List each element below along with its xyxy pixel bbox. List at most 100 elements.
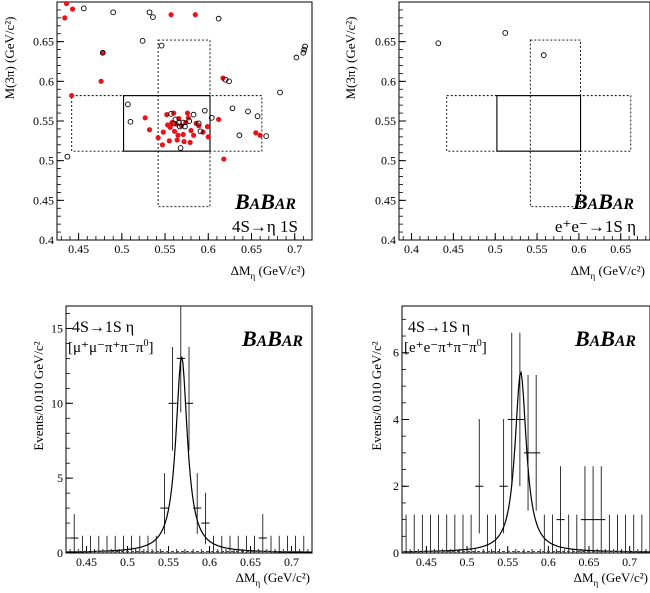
x-tick-label: 0.6	[202, 555, 217, 569]
plot-frame	[401, 305, 650, 554]
x-tick-label: 0.7	[287, 242, 302, 256]
y-tick-label: 5	[57, 471, 63, 485]
logo-part: A	[256, 333, 268, 350]
data-point-open	[146, 9, 153, 16]
x-axis-label-main: ΔM	[571, 263, 591, 278]
data-point-filled	[142, 115, 148, 121]
data-point-open	[293, 54, 300, 61]
data-point-open	[176, 119, 182, 126]
babar-logo: BABAR	[234, 189, 296, 214]
data-point-open	[168, 111, 174, 117]
y-tick-label: 0.5	[39, 154, 54, 168]
data-point-filled	[192, 12, 198, 18]
x-tick-label: 0.55	[158, 555, 179, 569]
data-point-open	[302, 43, 308, 50]
y-tick-label: 6	[393, 346, 399, 360]
data-point-open	[182, 123, 188, 130]
x-tick-label: 0.45	[443, 242, 464, 256]
data-point-filled	[187, 139, 193, 146]
x-axis-label-unit: (GeV/c²)	[255, 263, 305, 278]
y-tick-label: 2	[393, 479, 399, 493]
x-tick-label: 0.65	[241, 242, 262, 256]
data-point-filled	[204, 123, 211, 130]
data-point-filled	[63, 0, 70, 7]
data-point-open	[150, 14, 156, 20]
y-tick-label: 0.45	[33, 193, 54, 207]
x-tick-label: 0.4	[404, 242, 419, 256]
x-tick-label: 0.55	[497, 555, 518, 569]
data-point-filled	[146, 127, 153, 133]
x-axis-label-unit: (GeV/c²)	[595, 263, 645, 278]
data-point-filled	[166, 138, 172, 144]
logo-part: AR	[612, 196, 634, 213]
y-axis-label-unit: (GeV/c²)	[2, 16, 17, 62]
data-point-open	[502, 30, 509, 36]
data-point-open	[222, 76, 229, 83]
data-point-open	[64, 153, 71, 160]
process-label: 4S→1S η	[408, 319, 470, 336]
babar-logo: BABAR	[572, 189, 634, 214]
data-point-filled	[168, 12, 174, 18]
data-point-open	[236, 132, 243, 139]
x-tick-label: 0.7	[622, 555, 637, 569]
x-tick-label: 0.5	[120, 555, 135, 569]
decay-label-main: [μ⁺μ⁻π⁺π⁻π	[68, 340, 144, 356]
data-point-filled	[155, 135, 161, 141]
data-point-filled	[188, 127, 194, 134]
data-point-open	[254, 113, 261, 120]
y-tick-label: 10	[51, 396, 63, 410]
x-axis-label-sub: η	[591, 271, 596, 281]
data-point-open	[540, 52, 547, 59]
data-point-open	[229, 105, 236, 112]
data-point-open	[80, 5, 87, 12]
logo-part: A	[589, 333, 601, 350]
data-point-open	[263, 133, 270, 139]
x-axis-label-unit: (GeV/c²)	[598, 570, 648, 585]
y-tick-label: 0.55	[33, 114, 54, 128]
histogram-panel-mumu: 0.45 0.5 0.55 0.6 0.65 0.7 0 5 10 15 Events/0.010 …	[31, 305, 313, 588]
data-point-open	[127, 118, 134, 125]
data-point-open	[277, 89, 283, 96]
y-tick-label: 0.4	[381, 233, 396, 247]
data-point-filled	[184, 110, 191, 116]
x-tick-label: 0.45	[76, 555, 97, 569]
fit-curve	[401, 370, 650, 553]
decay-label: [e⁺e⁻π⁺π⁻π0]	[404, 338, 487, 356]
x-axis-label: ΔMη (GeV/c²)	[231, 263, 305, 281]
data-point-filled	[69, 6, 76, 12]
histogram-panel-ee: 0.45 0.5 0.55 0.6 0.65 0.7 0 2 4 6 Events/0.010 Ge…	[369, 305, 650, 588]
y-axis-label-main: M(3π)	[343, 63, 358, 100]
data-point-open	[215, 15, 222, 22]
x-axis-label: ΔMη (GeV/c²)	[574, 570, 648, 588]
y-axis-label-main: M(3π)	[2, 63, 17, 100]
x-tick-label: 0.55	[527, 242, 548, 256]
data-point-filled	[180, 131, 186, 138]
data-point-open	[197, 128, 204, 135]
data-point-open	[186, 118, 193, 124]
y-tick-label: 0.4	[39, 233, 54, 247]
x-tick-label: 0.65	[240, 555, 261, 569]
x-tick-label: 0.45	[68, 242, 89, 256]
logo-part: B	[234, 189, 250, 214]
x-axis-label-sub: η	[594, 578, 599, 588]
data-point-filled	[167, 124, 173, 130]
logo-part: AR	[274, 196, 296, 213]
babar-logo: BABAR	[241, 326, 303, 351]
x-axis-label-main: ΔM	[231, 263, 251, 278]
x-tick-label: 0.5	[460, 555, 475, 569]
babar-logo: BABAR	[574, 326, 636, 351]
logo-part: B	[574, 326, 590, 351]
plot-frame	[65, 305, 313, 554]
y-tick-label: 0.6	[381, 74, 396, 88]
logo-part: B	[241, 326, 257, 351]
data-point-open	[245, 108, 251, 115]
data-point-open	[139, 38, 146, 44]
data-point-filled	[221, 156, 227, 162]
data-point-filled	[190, 132, 197, 138]
data-point-open	[125, 101, 131, 108]
data-point-filled	[171, 128, 178, 134]
y-tick-label: 0.45	[375, 193, 396, 207]
logo-part: B	[599, 326, 615, 351]
data-point-filled	[175, 132, 181, 138]
